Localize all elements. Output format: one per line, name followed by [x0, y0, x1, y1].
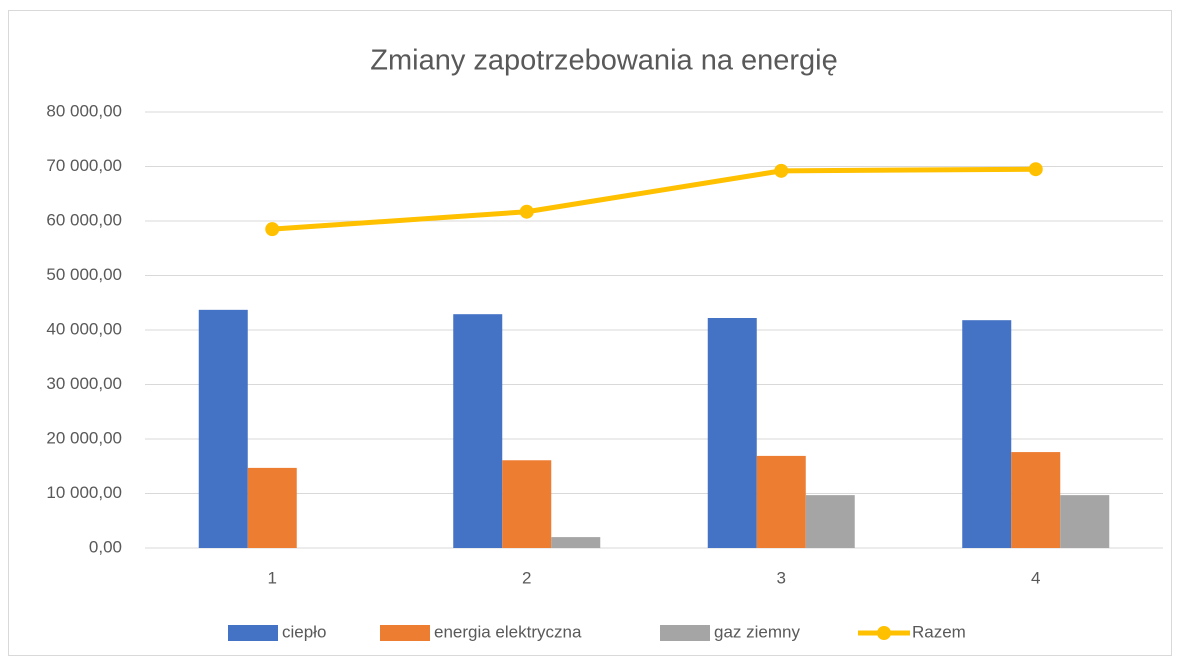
line-marker — [774, 163, 789, 178]
legend-swatch-marker — [877, 626, 891, 640]
y-tick-label: 50 000,00 — [46, 265, 122, 284]
y-tick-label: 0,00 — [89, 537, 122, 556]
bar — [502, 460, 552, 548]
x-tick-label: 4 — [1031, 568, 1040, 587]
legend-label: energia elektryczna — [434, 622, 582, 641]
y-tick-label: 20 000,00 — [46, 428, 122, 447]
bar — [1011, 452, 1061, 548]
line — [272, 166, 1036, 232]
y-tick-label: 40 000,00 — [46, 319, 122, 338]
y-tick-label: 60 000,00 — [46, 210, 122, 229]
line-marker — [519, 204, 534, 219]
bar — [551, 537, 601, 548]
bar — [805, 495, 855, 548]
y-tick-label: 30 000,00 — [46, 374, 122, 393]
bar — [198, 309, 248, 548]
legend-swatch — [228, 625, 278, 641]
line-marker — [1028, 162, 1043, 177]
bar — [707, 318, 757, 548]
x-tick-label: 3 — [777, 568, 786, 587]
chart-title: Zmiany zapotrzebowania na energię — [370, 45, 838, 77]
y-tick-label: 80 000,00 — [46, 101, 122, 120]
line-marker — [265, 222, 280, 237]
bar — [453, 314, 503, 548]
bar — [756, 455, 806, 548]
legend-swatch — [380, 625, 430, 641]
legend-label: Razem — [912, 622, 966, 641]
bar — [962, 320, 1012, 548]
legend-label: gaz ziemny — [714, 622, 800, 641]
legend-label: ciepło — [282, 622, 326, 641]
y-tick-label: 70 000,00 — [46, 156, 122, 175]
x-tick-label: 1 — [268, 568, 277, 587]
x-tick-label: 2 — [522, 568, 531, 587]
bar — [247, 467, 297, 548]
legend-swatch — [660, 625, 710, 641]
y-tick-label: 10 000,00 — [46, 483, 122, 502]
bar — [1060, 495, 1110, 548]
